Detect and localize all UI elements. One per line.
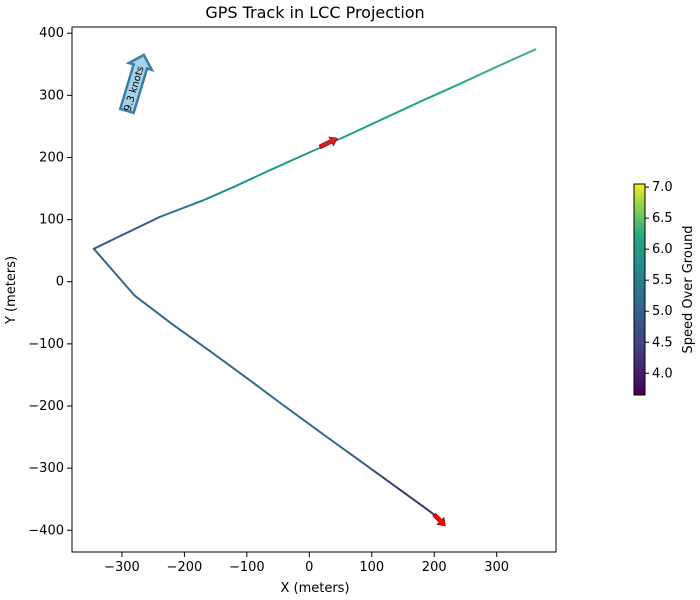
x-tick-label: 300 <box>484 560 509 575</box>
y-axis-label: Y (meters) <box>4 256 19 325</box>
track-segment <box>208 349 248 380</box>
track-segment <box>233 168 273 188</box>
colorbar-tick-label: 5.5 <box>652 273 673 288</box>
colorbar-tick-label: 4.0 <box>652 366 673 381</box>
y-tick-label: 200 <box>39 150 64 165</box>
heading-arrow <box>432 512 446 527</box>
track-segment <box>420 504 436 516</box>
x-tick-label: 0 <box>305 560 313 575</box>
colorbar-tick-label: 7.0 <box>652 180 673 195</box>
colorbar-gradient <box>633 183 646 396</box>
track-segment <box>202 185 236 202</box>
track-segment <box>495 48 537 68</box>
x-axis-label: X (meters) <box>280 581 349 596</box>
track-segment <box>383 99 423 120</box>
y-tick-label: −300 <box>28 461 64 476</box>
x-tick-label: −200 <box>167 560 203 575</box>
heading-arrow <box>318 136 338 150</box>
x-tick-label: 100 <box>359 560 384 575</box>
plot-layer <box>92 48 537 524</box>
track-segment <box>370 468 398 489</box>
colorbar-tick-label: 6.0 <box>652 242 673 257</box>
colorbar-label: Speed Over Ground <box>681 225 696 353</box>
track-segment <box>420 83 461 102</box>
track-segment <box>133 294 173 325</box>
y-tick-label: 100 <box>39 213 64 228</box>
track-segment <box>345 450 373 471</box>
axis-layer: −300 −200 −100 0 100 200 300 −400 −300 −200 −100 0 1… <box>28 26 509 575</box>
y-tick-label: −200 <box>28 399 64 414</box>
track-segment <box>170 322 211 352</box>
track-segment <box>92 247 136 297</box>
chart-title: GPS Track in LCC Projection <box>205 3 424 22</box>
track-segment <box>92 234 123 250</box>
track-segment <box>270 151 311 171</box>
y-tick-label: −400 <box>28 523 64 538</box>
track-segment <box>395 486 423 507</box>
track-segment <box>245 377 286 407</box>
x-tick-label: −100 <box>229 560 265 575</box>
track-segment <box>283 404 323 435</box>
colorbar-tick-label: 4.5 <box>652 335 673 350</box>
track-segment <box>320 432 348 453</box>
track-segment <box>345 117 386 137</box>
y-tick-label: −100 <box>28 337 64 352</box>
y-tick-label: 0 <box>56 275 64 290</box>
track-segment <box>120 216 161 237</box>
track-segment <box>458 65 498 86</box>
track-segment <box>158 199 205 219</box>
colorbar-tick-label: 6.5 <box>652 211 673 226</box>
y-tick-label: 400 <box>39 26 64 41</box>
y-tick-label: 300 <box>39 88 64 103</box>
x-tick-label: 200 <box>422 560 447 575</box>
plot-area <box>71 26 557 553</box>
colorbar-tick-label: 5.0 <box>652 304 673 319</box>
colorbar: 4.0 4.5 5.0 5.5 6.0 6.5 7.0 Speed Over Ground <box>633 180 696 396</box>
x-tick-label: −300 <box>104 560 140 575</box>
